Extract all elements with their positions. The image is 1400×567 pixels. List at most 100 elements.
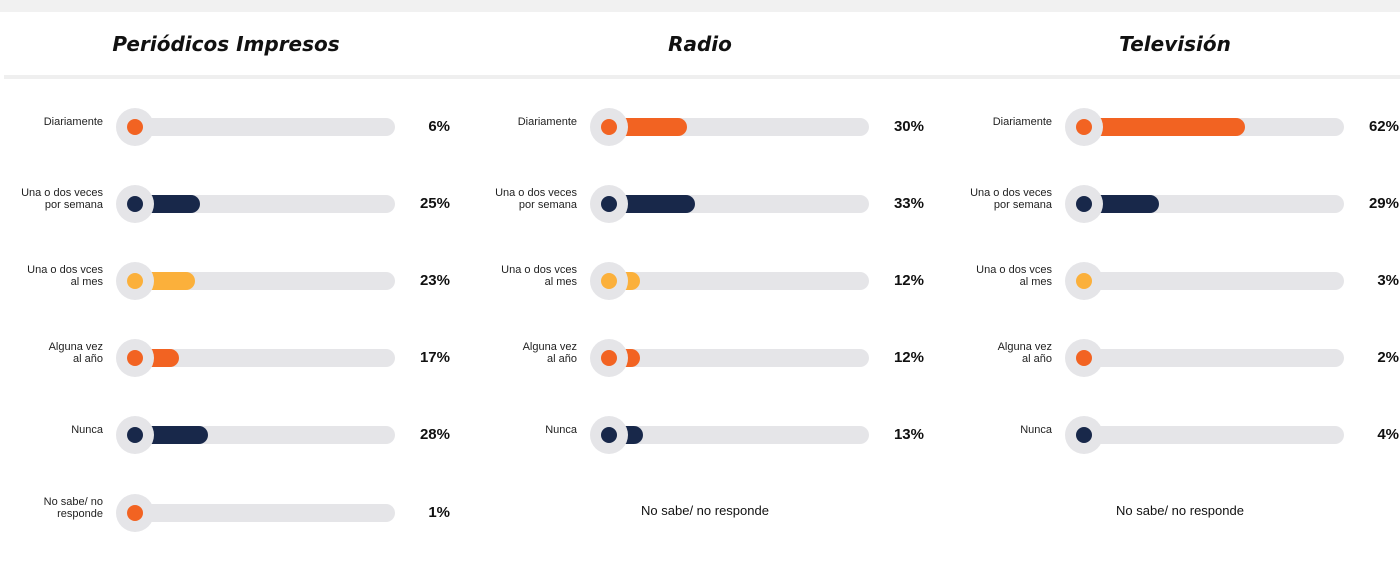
- bar-marker-dot: [1076, 427, 1092, 443]
- data-label: 3%: [1377, 272, 1399, 289]
- data-label: 2%: [1377, 349, 1399, 366]
- category-label-line: por semana: [44, 199, 103, 211]
- bar-marker-dot: [127, 350, 143, 366]
- data-label: 23%: [419, 272, 450, 289]
- category-label: Nunca: [467, 424, 577, 436]
- category-label: Nunca: [0, 424, 103, 436]
- data-label: 1%: [428, 504, 450, 521]
- data-label: 4%: [1377, 426, 1399, 443]
- category-label-line: por semana: [993, 199, 1052, 211]
- bar-marker: [590, 416, 628, 454]
- bar-track: [1084, 349, 1344, 367]
- category-label-line: Una o dos veces: [21, 187, 103, 199]
- category-label-line: al mes: [544, 276, 577, 288]
- bar-marker: [1065, 108, 1103, 146]
- bar-marker-dot: [127, 427, 143, 443]
- category-label-line: al año: [547, 353, 577, 365]
- bar-track: [135, 195, 395, 213]
- bar: [609, 118, 687, 136]
- category-label-line: responde: [57, 508, 103, 520]
- bar-track: [609, 195, 869, 213]
- series-title-0: Periódicos Impresos: [112, 32, 340, 56]
- bar: [1084, 118, 1246, 136]
- bar-marker-dot: [601, 273, 617, 289]
- bar-track: [609, 272, 869, 290]
- bar-marker-dot: [127, 273, 143, 289]
- data-label: 6%: [428, 118, 450, 135]
- data-label: 25%: [419, 195, 450, 212]
- bar-marker-dot: [1076, 273, 1092, 289]
- category-label-line: al mes: [1019, 276, 1052, 288]
- data-label: 29%: [1368, 195, 1399, 212]
- category-label: Diariamente: [0, 116, 103, 128]
- bar-marker: [590, 262, 628, 300]
- bar-marker: [116, 494, 154, 532]
- bar-track: [609, 349, 869, 367]
- category-label: Una o dos veces por semana: [942, 187, 1052, 211]
- category-label-line: Alguna vez: [48, 341, 103, 353]
- category-label-line: Una o dos vces: [976, 264, 1052, 276]
- series-title-1: Radio: [668, 32, 732, 56]
- data-label: 30%: [893, 118, 924, 135]
- category-label-line: Diariamente: [517, 116, 577, 128]
- top-band: [0, 0, 1400, 12]
- bar-track: [135, 504, 395, 522]
- category-label: Diariamente: [467, 116, 577, 128]
- bar-marker-dot: [601, 196, 617, 212]
- category-label: Una o dos veces por semana: [0, 187, 103, 211]
- category-label-line: Diariamente: [43, 116, 103, 128]
- bar-marker: [1065, 339, 1103, 377]
- category-label-line: por semana: [518, 199, 577, 211]
- category-label: Alguna vez al año: [0, 341, 103, 365]
- data-label: 12%: [893, 349, 924, 366]
- bar: [1084, 195, 1160, 213]
- bar-marker-dot: [601, 427, 617, 443]
- bar-track: [135, 426, 395, 444]
- category-label-line: Una o dos vces: [501, 264, 577, 276]
- bar-track: [609, 426, 869, 444]
- bar-track: [1084, 426, 1344, 444]
- category-label: No sabe/ no responde: [0, 496, 103, 520]
- bar-marker-dot: [1076, 196, 1092, 212]
- data-label: 12%: [893, 272, 924, 289]
- bar-marker: [590, 339, 628, 377]
- category-label: Alguna vez al año: [942, 341, 1052, 365]
- category-label-line: al año: [73, 353, 103, 365]
- bar-marker-dot: [601, 350, 617, 366]
- data-label: 13%: [893, 426, 924, 443]
- bar-marker: [116, 262, 154, 300]
- category-label-line: Alguna vez: [997, 341, 1052, 353]
- bar-marker: [590, 185, 628, 223]
- header-separator: [4, 75, 1400, 79]
- category-label-line: Una o dos veces: [495, 187, 577, 199]
- category-label: Una o dos vces al mes: [0, 264, 103, 288]
- bar-marker-dot: [601, 119, 617, 135]
- bar-marker: [1065, 262, 1103, 300]
- bar-marker-dot: [127, 119, 143, 135]
- category-label-line: al año: [1022, 353, 1052, 365]
- bar-marker: [590, 108, 628, 146]
- category-label: Diariamente: [942, 116, 1052, 128]
- bar-track: [1084, 118, 1344, 136]
- category-label: Alguna vez al año: [467, 341, 577, 365]
- data-label: 28%: [419, 426, 450, 443]
- category-label: Una o dos vces al mes: [467, 264, 577, 288]
- bar-marker: [116, 416, 154, 454]
- bar-marker: [116, 108, 154, 146]
- data-label: 62%: [1368, 118, 1399, 135]
- bar-marker: [116, 339, 154, 377]
- bar-marker-dot: [127, 505, 143, 521]
- bar-marker-dot: [1076, 350, 1092, 366]
- bar-track: [135, 349, 395, 367]
- category-label: Una o dos veces por semana: [467, 187, 577, 211]
- no-response-label: No sabe/ no responde: [641, 503, 769, 518]
- bar: [609, 195, 695, 213]
- category-label-line: Una o dos veces: [970, 187, 1052, 199]
- category-label: Una o dos vces al mes: [942, 264, 1052, 288]
- category-label-line: al mes: [70, 276, 103, 288]
- category-label: Nunca: [942, 424, 1052, 436]
- category-label-line: Nunca: [1020, 424, 1052, 436]
- category-label-line: Alguna vez: [522, 341, 577, 353]
- series-title-2: Televisión: [1119, 32, 1231, 56]
- bar-marker: [1065, 416, 1103, 454]
